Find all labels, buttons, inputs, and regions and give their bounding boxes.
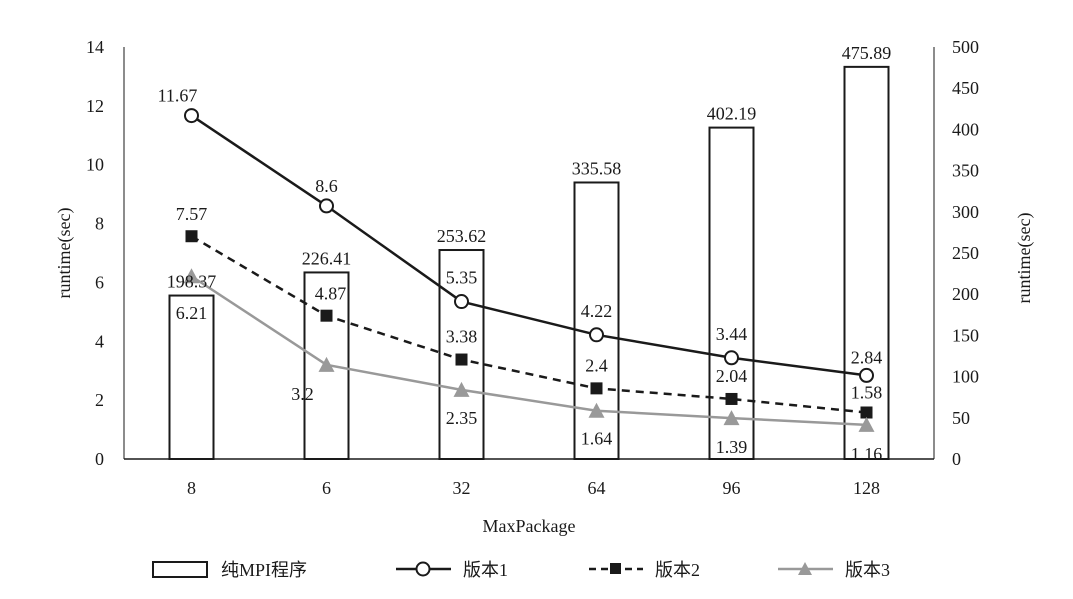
point-marker [859,367,874,383]
bar-value-label: 253.62 [437,226,487,246]
legend-series-2-marker [610,563,621,574]
bar-value-label: 475.89 [842,43,892,63]
point-marker [320,309,333,322]
point-value-label: 2.04 [716,366,748,386]
y-right-tick-label: 200 [952,284,979,304]
point-value-label: 3.38 [446,327,478,347]
point-value-label: 4.22 [581,301,613,321]
y-left-tick-label: 8 [95,214,104,234]
x-tick-label: 96 [723,478,741,498]
point-marker [589,327,604,343]
legend-series-1-label: 版本1 [463,560,508,580]
point-marker [185,230,198,243]
point-value-label: 1.16 [851,444,883,464]
point-marker [723,410,740,426]
bar-value-label: 198.37 [167,272,217,292]
legend-item-series-1: 版本1 [396,560,508,580]
bar-value-label: 402.19 [707,104,757,124]
y-left-tick-label: 4 [95,331,104,351]
axes-layer [123,47,935,460]
series-line [190,275,867,427]
point-marker [318,356,335,372]
y-right-tick-label: 450 [952,78,979,98]
legend-series-3-marker [798,562,812,575]
y-axis-left-label: runtime(sec) [54,208,75,299]
x-tick-label: 32 [453,478,471,498]
point-value-label: 1.58 [851,383,883,403]
y-right-tick-label: 0 [952,449,961,469]
point-value-label: 3.44 [716,324,748,344]
y-right-tick-label: 400 [952,119,979,139]
point-value-label: 5.35 [446,268,478,288]
y-right-tick-label: 500 [952,37,979,57]
point-marker [453,381,470,397]
x-axis-label: MaxPackage [483,516,576,536]
legend-series-3-label: 版本3 [845,560,890,580]
point-marker [858,416,875,432]
point-marker [725,392,738,405]
x-tick-label: 6 [322,478,331,498]
legend: 纯MPI程序 版本1 版本2 版本3 [152,560,890,580]
point-marker [184,108,199,124]
series-line [190,114,867,377]
point-value-label: 2.35 [446,408,478,428]
bars-layer [168,65,890,461]
point-value-label: 1.39 [716,437,748,457]
x-tick-label: 64 [588,478,606,498]
bar [168,294,215,460]
point-marker [183,268,200,284]
bar-value-label: 335.58 [572,158,622,178]
point-marker [455,353,468,366]
y-right-tick-label: 300 [952,202,979,222]
y-left-tick-label: 14 [86,37,104,57]
y-right-tick-label: 350 [952,161,979,181]
legend-bar-swatch [152,561,208,578]
y-axis-right-label: runtime(sec) [1014,213,1035,304]
legend-item-bars: 纯MPI程序 [152,560,307,580]
point-value-label: 4.87 [315,284,347,304]
y-left-tick-label: 0 [95,449,104,469]
point-value-label: 2.4 [585,355,608,375]
bar-value-label: 226.41 [302,248,352,268]
y-left-tick-label: 2 [95,390,104,410]
point-marker [588,402,605,418]
point-value-label: 1.64 [581,429,613,449]
bar [843,65,890,460]
point-marker [860,406,873,419]
point-value-label: 6.21 [176,303,208,323]
point-value-label: 3.2 [291,384,314,404]
point-value-label: 8.6 [315,176,338,196]
y-right-tick-label: 150 [952,325,979,345]
data-labels-layer: 198.37 226.41 253.62 335.58 402.19 475.89 11.6… [158,43,892,464]
legend-item-series-3: 版本3 [778,560,890,580]
point-marker [454,294,469,310]
point-value-label: 11.67 [158,86,198,106]
legend-series-2-label: 版本2 [655,560,700,580]
y-right-tick-label: 100 [952,367,979,387]
point-marker [724,350,739,366]
legend-bars-label: 纯MPI程序 [221,560,307,580]
y-left-tick-label: 6 [95,272,104,292]
x-tick-label: 8 [187,478,196,498]
legend-series-1-marker [415,561,431,577]
point-marker [319,198,334,214]
y-left-tick-label: 10 [86,155,104,175]
y-right-tick-label: 250 [952,243,979,263]
point-marker [590,382,603,395]
y-left-tick-label: 12 [86,96,104,116]
point-value-label: 2.84 [851,347,883,367]
y-right-tick-label: 50 [952,408,970,428]
lines-layer [183,108,875,432]
legend-item-series-2: 版本2 [589,560,700,580]
point-value-label: 7.57 [176,204,208,224]
bar [708,126,755,461]
series-line [190,235,867,414]
x-tick-label: 128 [853,478,880,498]
ticks-layer: 0 2 4 6 8 10 12 14 0 50 100 150 200 250 300 350 400 450 50… [86,37,979,498]
